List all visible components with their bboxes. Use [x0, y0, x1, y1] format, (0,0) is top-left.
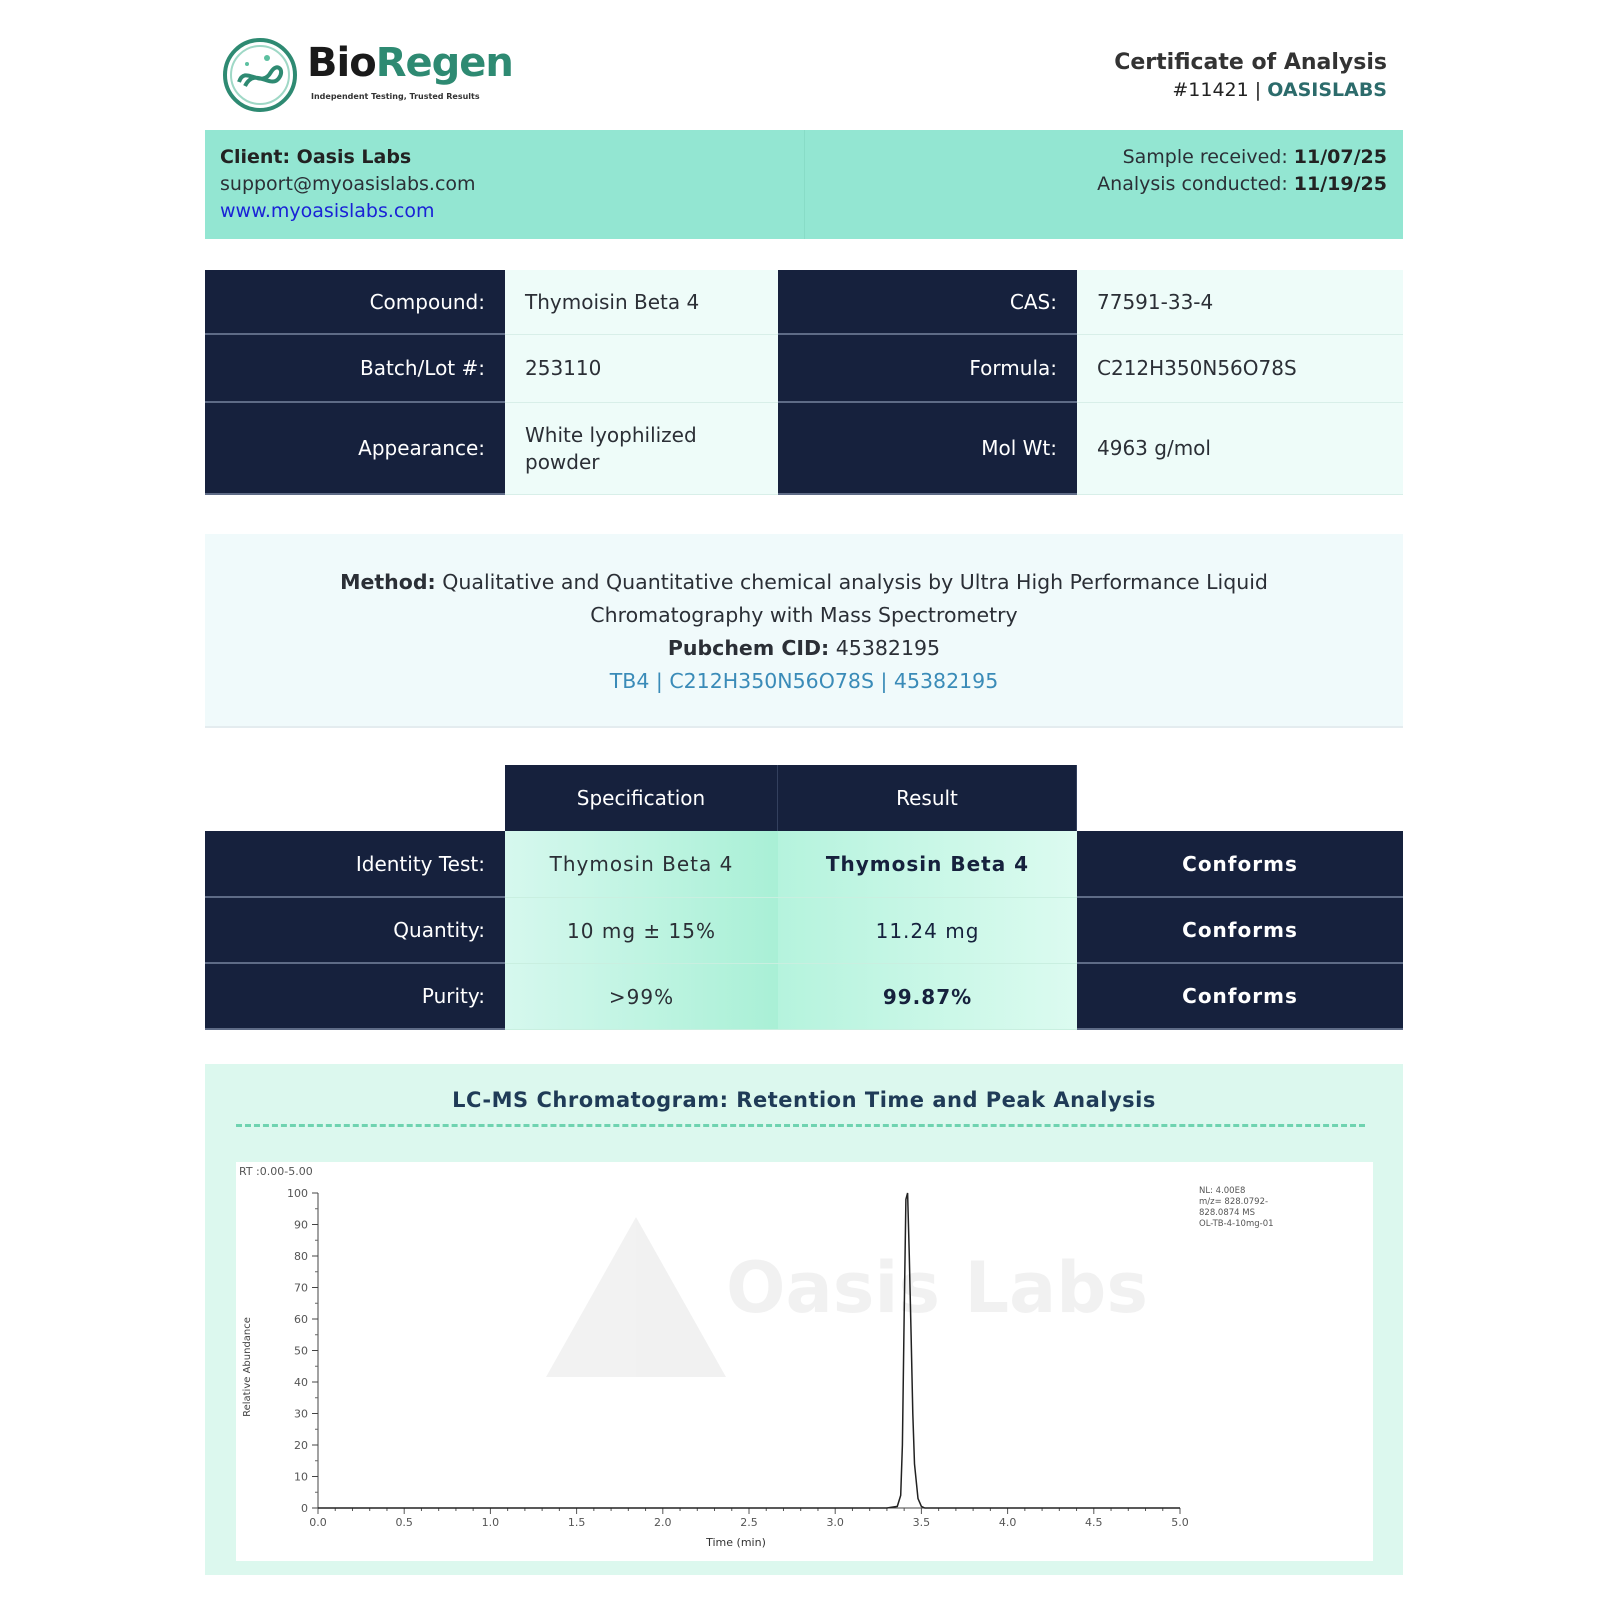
molwt-value: 4963 g/mol	[1077, 403, 1403, 495]
client-band: Client: Oasis Labs support@myoasislabs.c…	[205, 130, 1403, 239]
logo-brand-regen: Regen	[375, 40, 514, 86]
logo-tagline: Independent Testing, Trusted Results	[311, 92, 480, 101]
y-tick-label: 40	[294, 1376, 308, 1389]
x-tick-label: 4.5	[1085, 1516, 1103, 1529]
identity-result: Thymosin Beta 4	[778, 831, 1077, 898]
logo-emblem-icon	[223, 38, 297, 112]
method-label: Method:	[340, 570, 436, 594]
chromatogram-trace	[318, 1192, 1180, 1509]
annotation-line: 828.0874 MS	[1199, 1208, 1255, 1218]
method-text: Qualitative and Quantitative chemical an…	[442, 570, 1268, 627]
chromatogram-panel: LC-MS Chromatogram: Retention Time and P…	[205, 1064, 1403, 1575]
identity-spec: Thymosin Beta 4	[505, 831, 778, 898]
certificate-header: Certificate of Analysis #11421 | OASISLA…	[1114, 50, 1387, 101]
annotation-line: OL-TB-4-10mg-01	[1199, 1219, 1274, 1229]
x-tick-label: 0.5	[395, 1516, 413, 1529]
x-tick-label: 1.0	[482, 1516, 500, 1529]
chromatogram-svg: Oasis Labs RT :0.00-5.00 Relative Abunda…	[239, 1165, 1274, 1549]
cas-value: 77591-33-4	[1077, 270, 1403, 335]
x-tick-label: 3.5	[913, 1516, 931, 1529]
method-box: Method: Qualitative and Quantitative che…	[205, 534, 1403, 728]
y-tick-label: 30	[294, 1408, 308, 1421]
purity-result: 99.87%	[778, 964, 1077, 1030]
annotation-line: NL: 4.00E8	[1199, 1186, 1245, 1196]
quantity-status: Conforms	[1077, 898, 1403, 964]
chromatogram-plot: Oasis Labs RT :0.00-5.00 Relative Abunda…	[236, 1162, 1373, 1561]
logo-brand-bio: Bio	[307, 40, 377, 86]
header-specification: Specification	[505, 765, 778, 831]
appearance-value: White lyophilized powder	[505, 403, 778, 495]
y-tick-label: 100	[287, 1187, 308, 1200]
pubchem-link[interactable]: TB4 | C212H350N56O78S | 45382195	[609, 669, 999, 693]
separator: |	[1254, 79, 1262, 101]
x-tick-label: 2.0	[654, 1516, 672, 1529]
compound-label: Compound:	[205, 270, 505, 335]
y-tick-label: 20	[294, 1439, 308, 1452]
y-tick-label: 70	[294, 1282, 308, 1295]
lab-name: OASISLABS	[1267, 79, 1387, 101]
client-name: Client: Oasis Labs	[220, 146, 412, 168]
purity-spec: >99%	[505, 964, 778, 1030]
quantity-result: 11.24 mg	[778, 898, 1077, 964]
x-tick-label: 1.5	[568, 1516, 586, 1529]
batch-label: Batch/Lot #:	[205, 335, 505, 403]
identity-status: Conforms	[1077, 831, 1403, 898]
batch-value: 253110	[505, 335, 778, 403]
compound-info-table: Compound: Thymoisin Beta 4 CAS: 77591-33…	[205, 270, 1403, 495]
certificate-number: #11421	[1172, 79, 1249, 101]
header-result: Result	[778, 765, 1077, 831]
certificate-title: Certificate of Analysis	[1114, 50, 1387, 75]
y-axis-label: Relative Abundance	[242, 1317, 253, 1417]
empty-header-cell	[1077, 765, 1403, 831]
quantity-spec: 10 mg ± 15%	[505, 898, 778, 964]
received-label: Sample received:	[1122, 146, 1288, 168]
y-tick-label: 90	[294, 1219, 308, 1232]
received-date: 11/07/25	[1293, 146, 1387, 168]
watermark-text: Oasis Labs	[726, 1247, 1148, 1329]
x-tick-label: 3.0	[826, 1516, 844, 1529]
biorege-logo: BioRegen Independent Testing, Trusted Re…	[221, 36, 531, 114]
results-table: Specification Result Identity Test: Thym…	[205, 765, 1403, 1030]
y-tick-label: 10	[294, 1471, 308, 1484]
chromatogram-title: LC-MS Chromatogram: Retention Time and P…	[452, 1088, 1156, 1112]
watermark: Oasis Labs	[546, 1217, 1148, 1377]
x-axis-label: Time (min)	[705, 1536, 766, 1549]
cas-label: CAS:	[778, 270, 1077, 335]
pubchem-value: 45382195	[835, 636, 941, 660]
axes: 0 10 20 30 40 50 60 70 80 90 100 0.0 0.5 1.0 1.5 2.0 2.5…	[287, 1187, 1189, 1529]
dashed-divider	[236, 1124, 1365, 1127]
annotation-line: m/z= 828.0792-	[1199, 1197, 1268, 1207]
purity-status: Conforms	[1077, 964, 1403, 1030]
y-tick-label: 80	[294, 1250, 308, 1263]
empty-header-cell	[205, 765, 505, 831]
y-tick-label: 60	[294, 1313, 308, 1326]
quantity-label: Quantity:	[205, 898, 505, 964]
formula-label: Formula:	[778, 335, 1077, 403]
client-email[interactable]: support@myoasislabs.com	[220, 173, 476, 195]
x-tick-label: 5.0	[1171, 1516, 1189, 1529]
x-tick-label: 0.0	[309, 1516, 327, 1529]
watermark-logo-icon	[546, 1217, 726, 1377]
formula-value: C212H350N56O78S	[1077, 335, 1403, 403]
x-tick-label: 4.0	[999, 1516, 1017, 1529]
y-tick-label: 0	[301, 1502, 308, 1515]
analysis-label: Analysis conducted:	[1097, 173, 1288, 195]
compound-value: Thymoisin Beta 4	[505, 270, 778, 335]
range-label: RT :0.00-5.00	[239, 1165, 313, 1178]
client-website-link[interactable]: www.myoasislabs.com	[220, 200, 435, 222]
appearance-label: Appearance:	[205, 403, 505, 495]
molwt-label: Mol Wt:	[778, 403, 1077, 495]
x-tick-label: 2.5	[740, 1516, 758, 1529]
analysis-date: 11/19/25	[1293, 173, 1387, 195]
purity-label: Purity:	[205, 964, 505, 1030]
y-tick-label: 50	[294, 1345, 308, 1358]
identity-test-label: Identity Test:	[205, 831, 505, 898]
pubchem-label: Pubchem CID:	[667, 636, 830, 660]
